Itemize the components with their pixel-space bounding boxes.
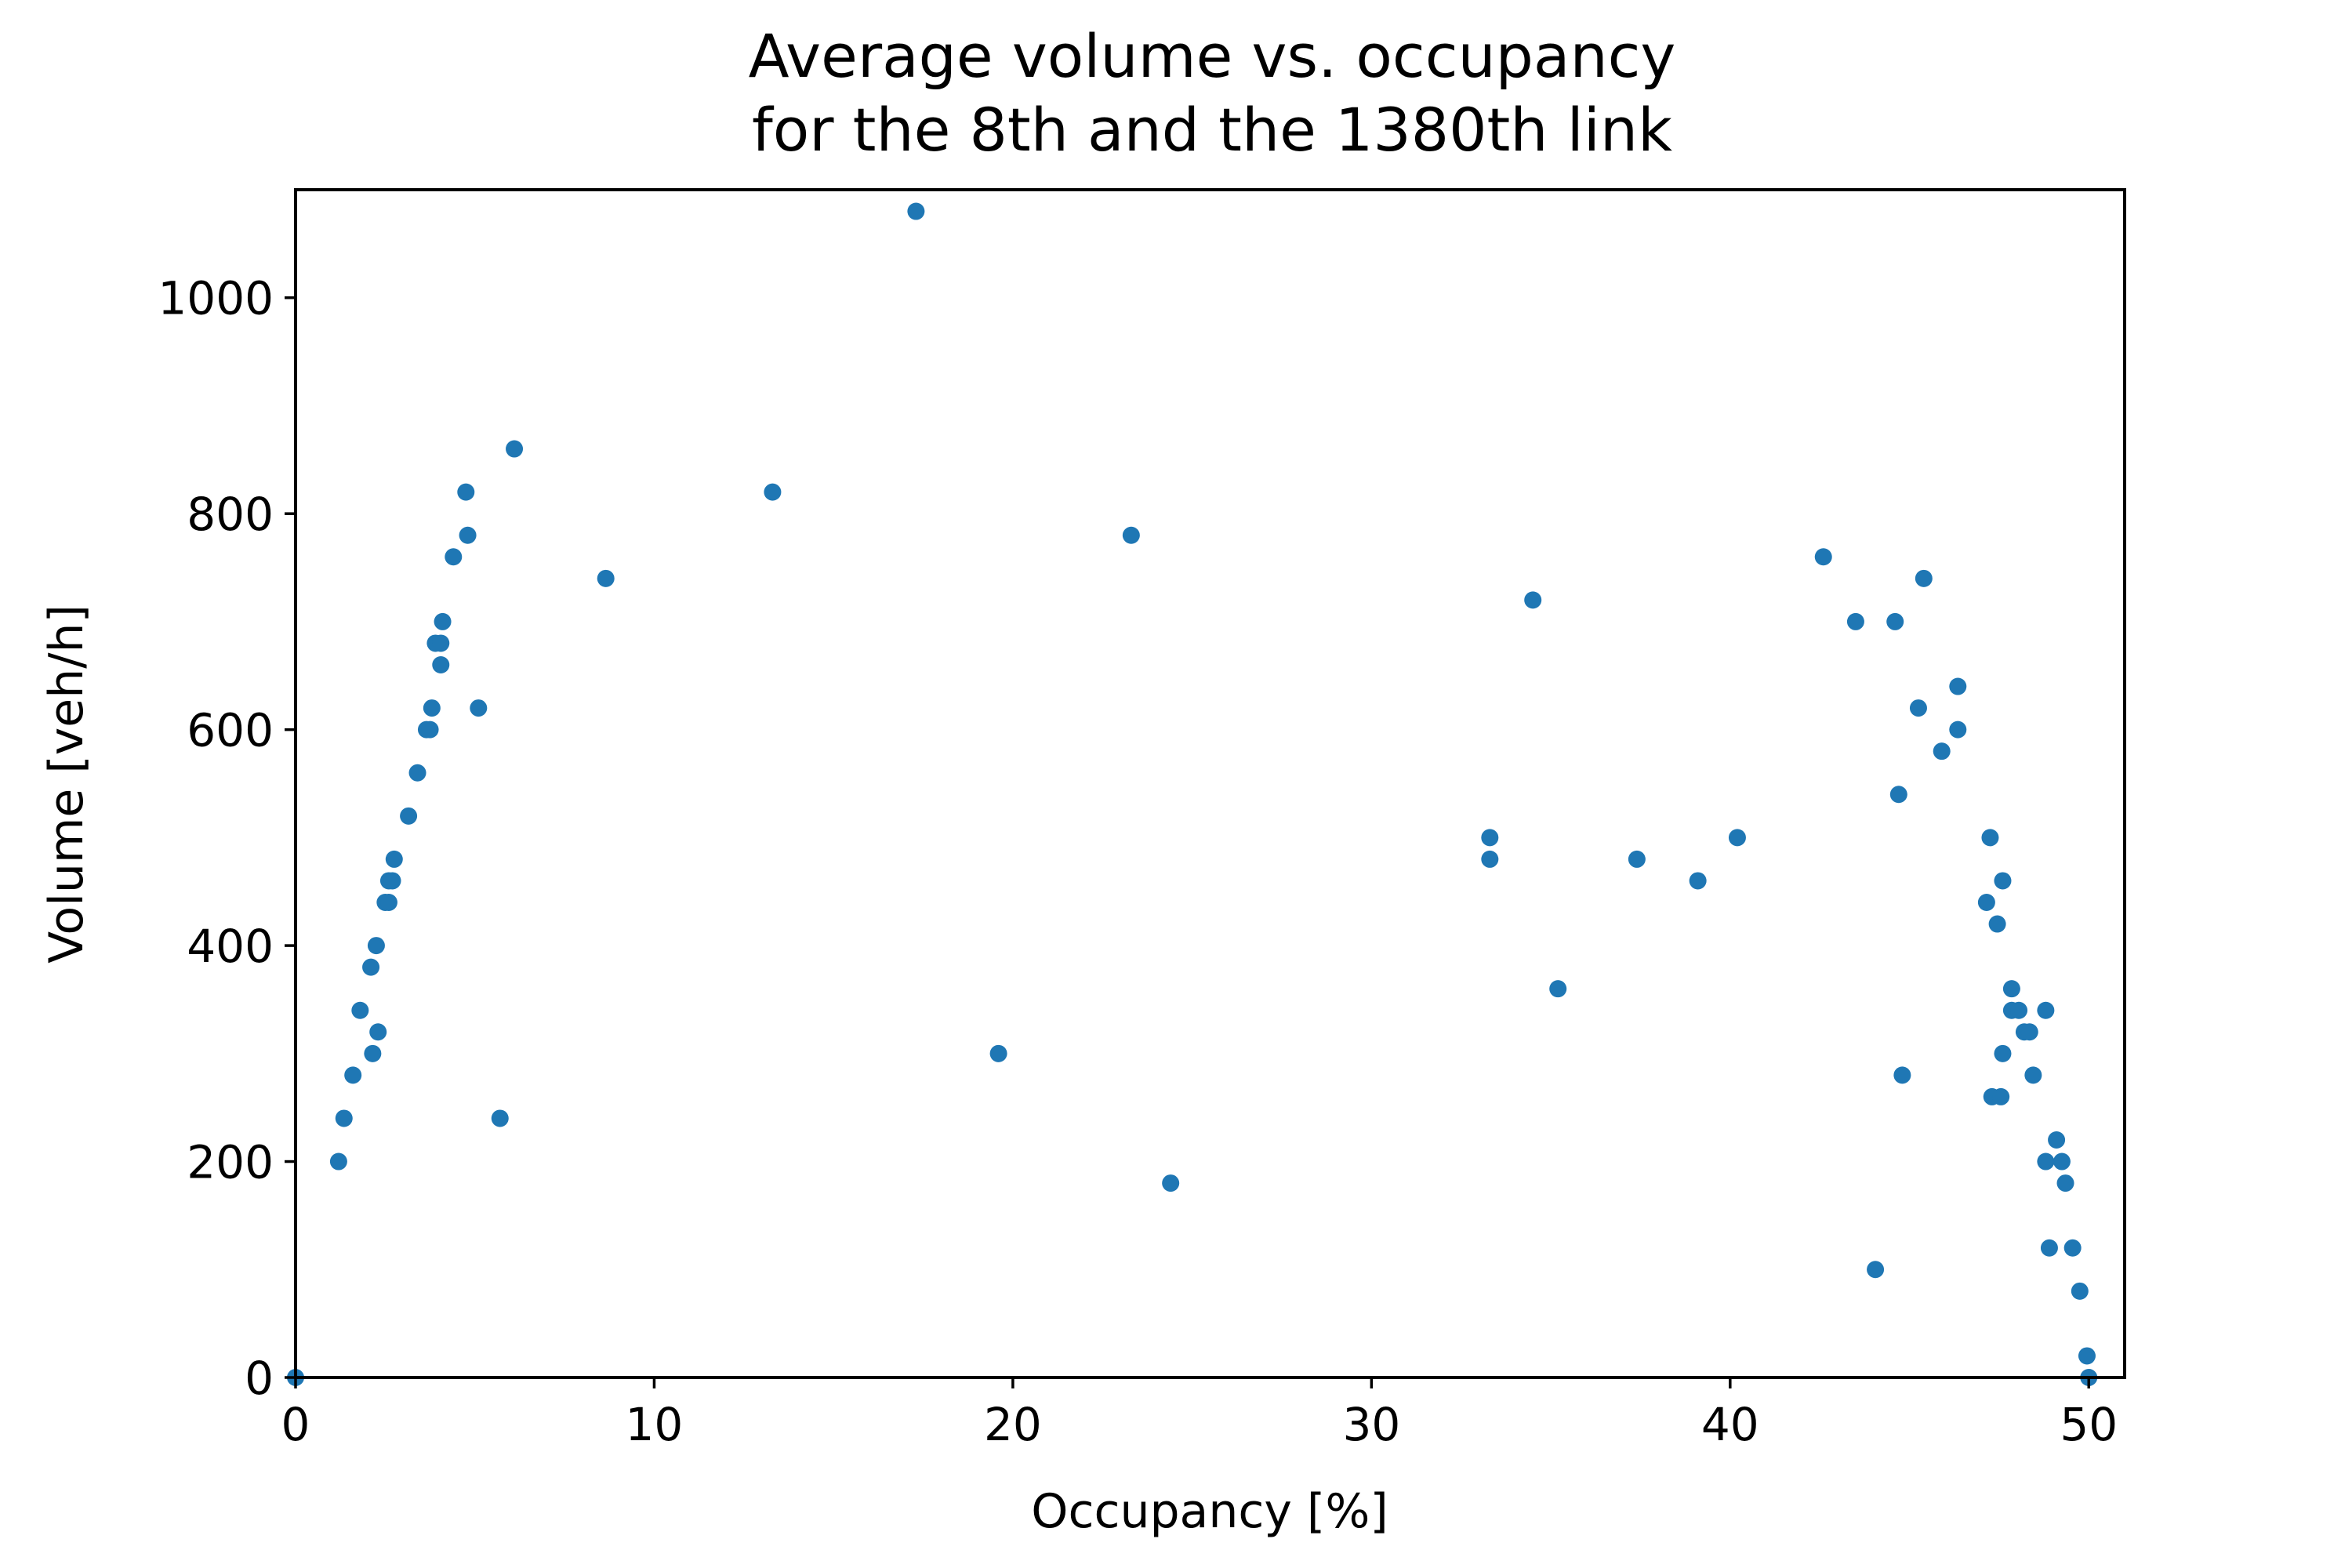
data-point	[383, 872, 401, 890]
data-point	[432, 656, 450, 673]
data-point	[1524, 591, 1542, 609]
data-point	[1122, 526, 1140, 544]
data-point	[362, 958, 380, 976]
data-point	[2071, 1282, 2089, 1300]
y-tick-label: 1000	[158, 272, 274, 325]
data-point	[369, 1023, 387, 1041]
data-point	[364, 1044, 382, 1062]
y-tick-label: 800	[187, 488, 274, 541]
x-axis-ticks: 0 10 20 30 40 50	[281, 1377, 2118, 1451]
y-axis-ticks: 0 200 400 600 800 1000	[158, 272, 296, 1405]
chart-title-line-1: Average volume vs. occupancy	[749, 21, 1676, 91]
data-point	[1728, 829, 1746, 847]
data-point	[1981, 829, 1999, 847]
data-point	[2024, 1066, 2042, 1084]
data-point	[459, 526, 477, 544]
data-point	[907, 202, 925, 220]
x-tick-label: 30	[1342, 1398, 1400, 1451]
data-point	[1994, 872, 2012, 890]
data-point	[2040, 1239, 2058, 1257]
data-point	[434, 612, 452, 630]
data-point	[989, 1044, 1007, 1062]
data-point	[1889, 786, 1907, 804]
data-point	[423, 699, 441, 717]
data-point	[2002, 980, 2020, 998]
data-point	[2078, 1347, 2096, 1365]
data-point	[379, 894, 397, 911]
data-point	[1481, 850, 1499, 868]
data-point	[1893, 1066, 1911, 1084]
y-tick-label: 200	[187, 1136, 274, 1189]
data-point	[1886, 612, 1904, 630]
data-point	[408, 764, 426, 782]
chart-title-line-2: for the 8th and the 1380th link	[752, 95, 1672, 165]
x-tick-label: 0	[281, 1398, 310, 1451]
data-point	[421, 720, 439, 739]
data-point	[1949, 677, 1967, 695]
data-point	[1909, 699, 1927, 717]
data-points	[287, 202, 2098, 1386]
data-point	[2037, 1152, 2055, 1171]
data-point	[597, 569, 615, 587]
data-point	[1977, 894, 1995, 911]
data-point	[432, 634, 450, 652]
data-point	[2056, 1174, 2074, 1192]
data-point	[2020, 1023, 2038, 1041]
data-point	[1988, 915, 2006, 933]
data-point	[335, 1109, 353, 1127]
data-point	[491, 1109, 509, 1127]
x-tick-label: 50	[2060, 1398, 2118, 1451]
x-tick-label: 40	[1701, 1398, 1759, 1451]
data-point	[1549, 980, 1567, 998]
data-point	[2010, 1001, 2028, 1019]
y-axis-label: Volume [veh/h]	[39, 604, 94, 964]
x-tick-label: 20	[984, 1398, 1042, 1451]
data-point	[1994, 1044, 2012, 1062]
data-point	[470, 699, 488, 717]
data-point	[1628, 850, 1646, 868]
data-point	[367, 937, 385, 955]
data-point	[1162, 1174, 1180, 1192]
data-point	[329, 1152, 347, 1171]
data-point	[1867, 1261, 1885, 1279]
plot-frame	[294, 188, 2126, 1379]
data-point	[2048, 1131, 2066, 1149]
data-point	[1814, 548, 1832, 566]
data-point	[1915, 569, 1933, 587]
data-point	[1846, 612, 1864, 630]
data-point	[2053, 1152, 2071, 1171]
data-point	[400, 807, 418, 825]
data-point	[1992, 1087, 2010, 1105]
data-point	[2063, 1239, 2082, 1257]
x-axis-label: Occupancy [%]	[1031, 1484, 1388, 1539]
y-tick-label: 0	[245, 1352, 274, 1405]
data-point	[2037, 1001, 2055, 1019]
data-point	[1689, 872, 1707, 890]
data-point	[1481, 829, 1499, 847]
data-point	[445, 548, 463, 566]
data-point	[1933, 742, 1951, 760]
data-point	[764, 483, 782, 501]
data-point	[506, 440, 524, 458]
y-tick-label: 600	[187, 704, 274, 757]
data-point	[1949, 720, 1967, 739]
data-point	[457, 483, 475, 501]
data-point	[351, 1001, 369, 1019]
x-tick-label: 10	[626, 1398, 684, 1451]
data-point	[344, 1066, 362, 1084]
data-point	[385, 850, 403, 868]
y-tick-label: 400	[187, 920, 274, 973]
